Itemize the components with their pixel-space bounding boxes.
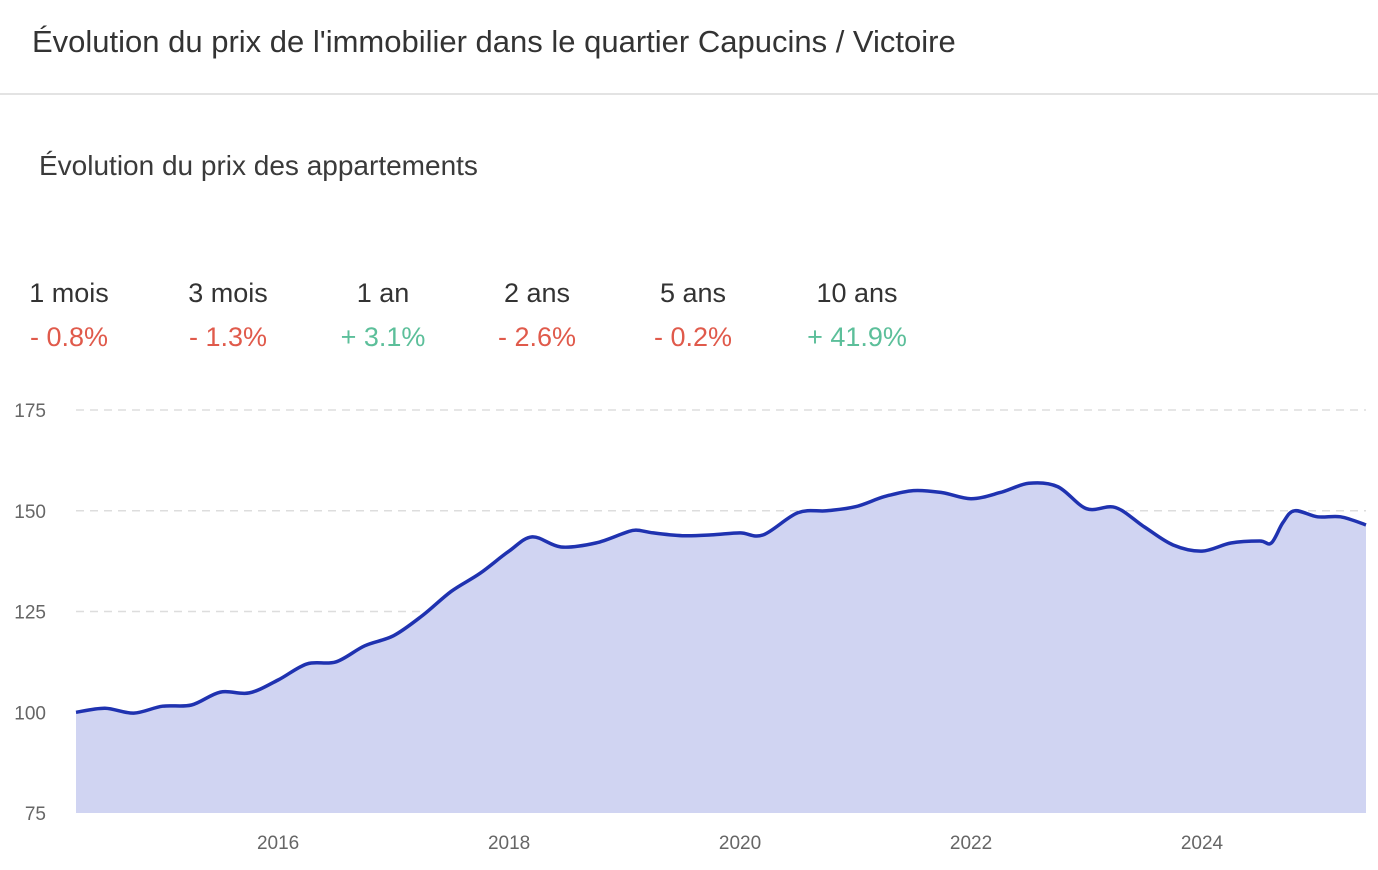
- price-evolution-chart: 75 100 125 150 175 2016 2018 2020 2022 2024: [14, 401, 1367, 854]
- stat-change-value: - 0.2%: [653, 322, 733, 352]
- x-tick-label: 2016: [257, 833, 299, 854]
- stat-period-label: 1 mois: [29, 278, 109, 308]
- stat-period-label: 3 mois: [188, 278, 268, 308]
- x-tick-label: 2024: [1181, 833, 1224, 854]
- price-change-stats: 1 mois - 0.8% 3 mois - 1.3% 1 an + 3.1% …: [0, 276, 1000, 366]
- stat-period-label: 2 ans: [503, 278, 571, 308]
- y-tick-label: 125: [14, 603, 46, 624]
- y-tick-label: 75: [25, 804, 46, 825]
- x-tick-label: 2018: [488, 833, 530, 854]
- stat-1-an: 1 an + 3.1%: [341, 276, 426, 354]
- y-tick-label: 100: [14, 703, 46, 724]
- stat-change-value: + 3.1%: [340, 322, 426, 352]
- y-tick-label: 175: [14, 401, 46, 422]
- x-axis-ticks: 2016 2018 2020 2022 2024: [257, 833, 1224, 854]
- x-tick-label: 2022: [950, 833, 992, 854]
- stat-period-label: 1 an: [356, 278, 410, 308]
- page-header: Évolution du prix de l'immobilier dans l…: [0, 0, 1378, 95]
- price-series-line: [75, 481, 1367, 715]
- stat-period-label: 5 ans: [659, 278, 727, 308]
- price-area-fill: [76, 482, 1366, 813]
- stat-change-value: + 41.9%: [807, 322, 907, 352]
- stat-1-mois: 1 mois - 0.8%: [29, 276, 109, 354]
- stat-10-ans: 10 ans + 41.9%: [807, 276, 907, 354]
- page-title: Évolution du prix de l'immobilier dans l…: [32, 24, 956, 59]
- stat-change-value: - 1.3%: [188, 322, 268, 352]
- x-tick-label: 2020: [719, 833, 761, 854]
- stat-2-ans: 2 ans - 2.6%: [498, 276, 576, 354]
- stat-change-value: - 0.8%: [29, 322, 109, 352]
- stat-change-value: - 2.6%: [497, 322, 577, 352]
- section-title: Évolution du prix des appartements: [39, 150, 478, 181]
- stat-3-mois: 3 mois - 1.3%: [188, 276, 268, 354]
- y-axis-ticks: 75 100 125 150 175: [14, 401, 46, 825]
- y-tick-label: 150: [14, 502, 46, 523]
- stat-5-ans: 5 ans - 0.2%: [654, 276, 732, 354]
- stat-period-label: 10 ans: [816, 278, 898, 308]
